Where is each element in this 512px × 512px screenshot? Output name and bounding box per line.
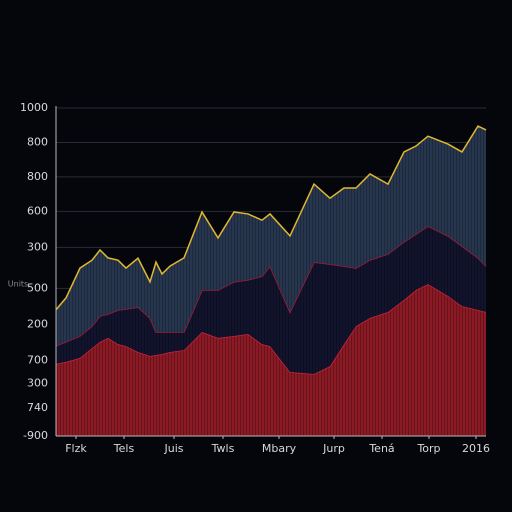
x-tick-label: Mbary <box>262 442 297 455</box>
area-texture <box>56 226 486 375</box>
x-tick-label: 2016 <box>462 442 490 455</box>
y-tick-label: 1000 <box>20 101 48 114</box>
y-tick-label: 800 <box>27 170 48 183</box>
x-tick-label: Torp <box>416 442 440 455</box>
y-tick-label: 500 <box>27 281 48 294</box>
y-tick-label: 300 <box>27 240 48 253</box>
x-tick-label: Tená <box>368 442 394 455</box>
y-tick-label: 800 <box>27 135 48 148</box>
x-tick-label: Tels <box>113 442 135 455</box>
area-texture <box>56 126 486 346</box>
y-tick-label: -900 <box>23 429 48 442</box>
y-tick-label: 200 <box>27 317 48 330</box>
y-axis-label: Units <box>8 280 28 289</box>
y-tick-label: 300 <box>27 377 48 390</box>
y-tick-label: 600 <box>27 204 48 217</box>
y-tick-label: 740 <box>27 401 48 414</box>
area-texture <box>56 284 486 436</box>
x-tick-label: Jurp <box>322 442 345 455</box>
y-tick-label: 700 <box>27 354 48 367</box>
x-tick-label: Flzk <box>65 442 87 455</box>
area-edge <box>55 125 487 311</box>
x-tick-label: Juis <box>163 442 183 455</box>
x-tick-label: Twls <box>211 442 235 455</box>
